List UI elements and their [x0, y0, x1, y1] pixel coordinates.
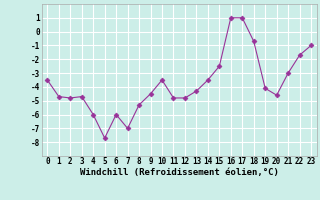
X-axis label: Windchill (Refroidissement éolien,°C): Windchill (Refroidissement éolien,°C) [80, 168, 279, 177]
